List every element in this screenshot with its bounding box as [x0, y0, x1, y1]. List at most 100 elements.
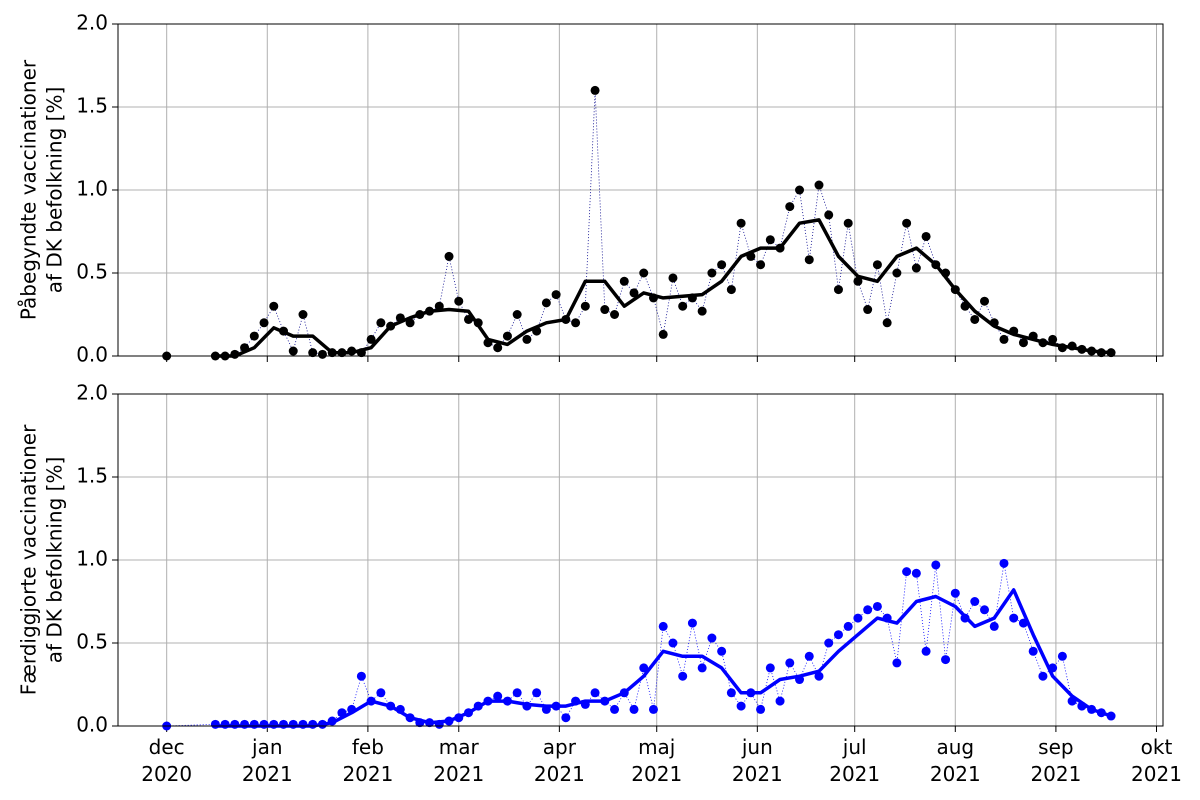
data-point — [376, 318, 386, 328]
data-point — [561, 713, 571, 723]
data-point — [493, 691, 503, 701]
x-tick-label: jul 2021 — [829, 735, 881, 786]
data-point — [989, 621, 999, 631]
data-point — [814, 180, 824, 190]
data-point — [863, 305, 873, 315]
y-tick-label: 1.0 — [76, 177, 108, 201]
data-point — [356, 671, 366, 681]
data-point — [882, 318, 892, 328]
x-tick-label: mar 2021 — [433, 735, 485, 786]
data-point — [376, 688, 386, 698]
connector-line — [166, 563, 1112, 727]
y-axis-label: af DK befolkning [%] — [43, 457, 67, 664]
data-point — [590, 688, 600, 698]
x-tick-label: aug 2021 — [929, 735, 981, 786]
data-point — [308, 348, 318, 358]
data-point — [366, 334, 376, 344]
connector-line — [166, 90, 1112, 357]
y-tick-label: 2.0 — [76, 381, 108, 405]
data-point — [765, 663, 775, 673]
x-tick-label: sep 2021 — [1030, 735, 1082, 786]
data-point — [843, 218, 853, 228]
data-point — [249, 331, 259, 341]
data-point — [571, 318, 581, 328]
data-point — [921, 646, 931, 656]
data-point — [843, 621, 853, 631]
x-tick-label: maj 2021 — [631, 735, 683, 786]
data-point — [658, 329, 668, 339]
data-point — [785, 202, 795, 212]
y-tick-label: 0.5 — [76, 630, 108, 654]
data-point — [756, 704, 766, 714]
data-point — [911, 263, 921, 273]
data-point — [590, 85, 600, 95]
x-tick-label: jan 2021 — [241, 735, 293, 786]
data-point — [872, 601, 882, 611]
y-tick-label: 1.0 — [76, 547, 108, 571]
data-point — [512, 688, 522, 698]
data-point — [580, 301, 590, 311]
data-point — [717, 260, 727, 270]
data-point — [1048, 334, 1058, 344]
data-point — [512, 310, 522, 319]
data-point — [736, 218, 746, 228]
data-point — [298, 310, 308, 319]
data-point — [824, 210, 834, 220]
data-point — [1038, 671, 1048, 681]
y-tick-label: 0.0 — [76, 713, 108, 737]
data-point — [980, 296, 990, 306]
data-point — [941, 655, 951, 665]
data-point — [950, 588, 960, 598]
data-point — [658, 621, 668, 631]
data-point — [814, 671, 824, 681]
data-point — [444, 251, 454, 261]
data-point — [970, 597, 980, 606]
x-tick-label: okt 2021 — [1131, 735, 1182, 786]
y-tick-label: 0.5 — [76, 260, 108, 284]
x-tick-label: jun 2021 — [731, 735, 783, 786]
data-point — [454, 296, 464, 306]
data-point — [668, 638, 678, 648]
data-point — [522, 334, 532, 344]
data-point — [804, 255, 814, 265]
data-point — [629, 704, 639, 714]
data-point — [824, 638, 834, 648]
data-point — [795, 185, 805, 195]
data-point — [833, 630, 843, 640]
data-point — [259, 318, 269, 328]
data-point — [697, 663, 707, 673]
data-point — [853, 276, 863, 286]
data-point — [921, 231, 931, 241]
data-point — [269, 301, 279, 311]
data-point — [736, 701, 746, 711]
data-point — [288, 346, 298, 356]
data-point — [1018, 338, 1028, 348]
data-point — [931, 560, 941, 570]
data-point — [639, 268, 649, 278]
data-point — [717, 646, 727, 656]
data-point — [629, 288, 639, 298]
data-point — [502, 331, 512, 341]
data-point — [317, 349, 327, 359]
data-point — [853, 613, 863, 623]
data-point — [999, 558, 1009, 568]
plot-frame — [117, 393, 1164, 727]
x-tick-label: apr 2021 — [533, 735, 585, 786]
x-tick-label: feb 2021 — [342, 735, 394, 786]
data-point — [902, 567, 912, 577]
data-point — [678, 301, 688, 311]
data-point — [726, 285, 736, 295]
y-tick-label: 1.5 — [76, 94, 108, 118]
data-point — [756, 260, 766, 270]
y-axis-label: Påbegyndte vaccinationer — [17, 59, 41, 320]
x-tick-label: dec 2020 — [141, 735, 193, 786]
data-point — [999, 334, 1009, 344]
data-point — [619, 276, 629, 286]
data-point — [765, 235, 775, 245]
data-point — [980, 605, 990, 615]
data-point — [532, 688, 542, 698]
data-point — [892, 658, 902, 668]
data-point — [911, 568, 921, 578]
panel: 0.0 0.5 1.0 1.5 2.0 Færdiggjorte vaccinatione… — [17, 381, 1164, 737]
